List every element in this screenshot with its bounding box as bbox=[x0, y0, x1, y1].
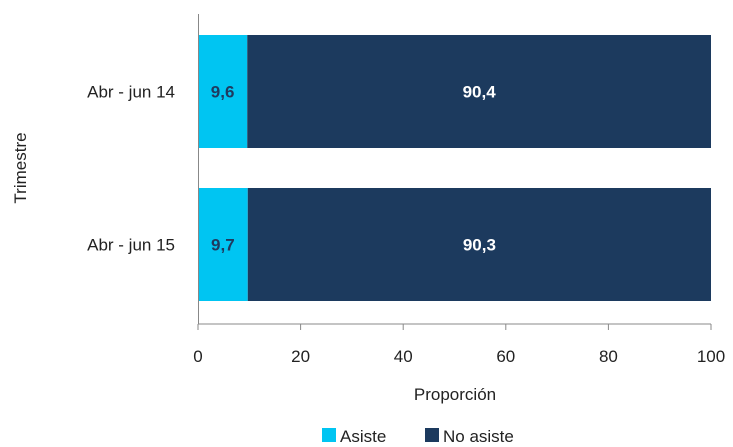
category-label: Abr - jun 15 bbox=[87, 236, 175, 255]
legend-label: Asiste bbox=[340, 427, 386, 446]
x-tick-label: 0 bbox=[193, 347, 202, 366]
bar-asiste-2 bbox=[198, 188, 248, 301]
bar-no-asiste-1 bbox=[247, 35, 712, 148]
x-tick-label: 80 bbox=[599, 347, 618, 366]
legend-swatch-no-asiste bbox=[425, 428, 439, 442]
bar-no-asiste-2 bbox=[247, 188, 712, 301]
x-ticks-layer: 0 20 40 60 80 100 bbox=[193, 324, 725, 366]
data-label: 90,3 bbox=[463, 236, 496, 255]
x-tick-label: 20 bbox=[291, 347, 310, 366]
data-label: 90,4 bbox=[463, 83, 497, 102]
y-axis-title: Trimestre bbox=[11, 132, 30, 203]
x-axis-title: Proporción bbox=[414, 385, 496, 404]
bar-asiste-1 bbox=[198, 35, 248, 148]
legend-swatch-asiste bbox=[322, 428, 336, 442]
data-label: 9,6 bbox=[211, 83, 235, 102]
bars-layer bbox=[198, 35, 712, 301]
data-label: 9,7 bbox=[211, 236, 235, 255]
legend-label: No asiste bbox=[443, 427, 514, 446]
x-tick-label: 60 bbox=[496, 347, 515, 366]
category-labels-layer: Abr - jun 14 Abr - jun 15 bbox=[87, 83, 175, 255]
data-labels-layer: 9,6 90,4 9,7 90,3 bbox=[211, 83, 496, 255]
x-tick-label: 100 bbox=[697, 347, 725, 366]
category-label: Abr - jun 14 bbox=[87, 83, 175, 102]
x-tick-label: 40 bbox=[394, 347, 413, 366]
legend: Asiste No asiste bbox=[322, 427, 514, 446]
